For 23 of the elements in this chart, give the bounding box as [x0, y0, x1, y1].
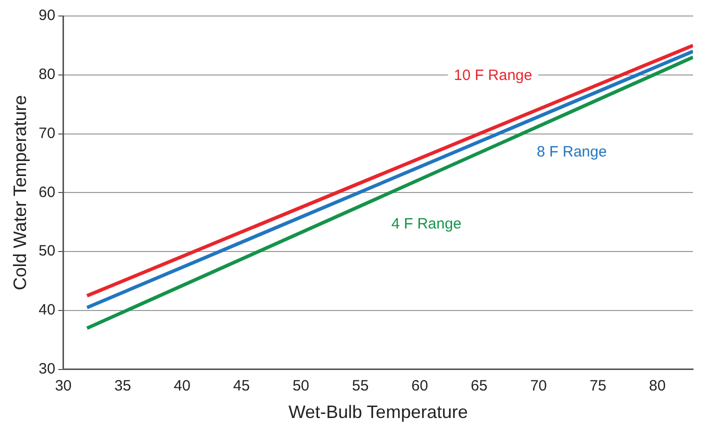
y-tick-label: 70 — [38, 124, 56, 142]
y-tick-label: 90 — [38, 7, 56, 24]
y-tick-label: 40 — [38, 302, 56, 319]
y-tick-label: 80 — [38, 66, 56, 84]
y-tick-label: 50 — [38, 242, 56, 260]
x-tick-label: 80 — [649, 378, 666, 395]
x-tick-label: 30 — [54, 378, 72, 395]
y-axis-title: Cold Water Temperature — [10, 95, 30, 290]
x-tick-label: 60 — [411, 378, 428, 395]
x-tick-label: 65 — [470, 378, 488, 395]
x-tick-label: 75 — [590, 378, 606, 395]
x-tick-label: 50 — [292, 378, 310, 395]
y-tick-label: 60 — [38, 184, 56, 201]
x-tick-label: 40 — [174, 378, 190, 395]
series-label: 4 F Range — [391, 216, 462, 233]
x-tick-label: 35 — [114, 378, 132, 395]
x-axis-title: Wet-Bulb Temperature — [288, 402, 468, 422]
x-tick-label: 70 — [530, 378, 547, 395]
y-tick-label: 30 — [38, 360, 56, 378]
x-tick-label: 45 — [233, 378, 250, 395]
series-label: 8 F Range — [536, 144, 607, 161]
series-label: 10 F Range — [454, 67, 532, 84]
x-tick-label: 55 — [352, 378, 369, 395]
